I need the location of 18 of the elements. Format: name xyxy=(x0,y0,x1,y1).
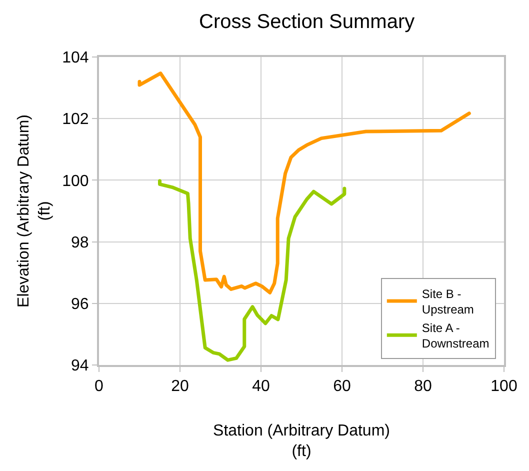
y-tick-label: 98 xyxy=(71,234,89,252)
y-tick-label: 96 xyxy=(71,296,89,313)
x-tick-label: 60 xyxy=(333,378,351,396)
y-tick-label: 94 xyxy=(71,358,89,375)
y-axis-title: Elevation (Arbitrary Datum) (ft) xyxy=(16,114,54,308)
y-tick-label: 104 xyxy=(62,50,89,67)
x-tick-label: 20 xyxy=(171,378,189,396)
x-tick-label: 80 xyxy=(414,378,432,396)
x-tick-label: 0 xyxy=(94,378,104,396)
x-axis-title: Station (Arbitrary Datum) (ft) xyxy=(213,422,390,460)
y-tick-label: 102 xyxy=(62,111,89,128)
y-tick-label: 100 xyxy=(62,172,89,190)
legend-label: Site A - Downstream xyxy=(422,321,490,351)
line-series xyxy=(158,179,346,362)
chart-title: Cross Section Summary xyxy=(199,11,415,34)
x-tick-label: 100 xyxy=(490,378,518,396)
legend-label: Site B - Upstream xyxy=(422,286,474,316)
x-tick-label: 40 xyxy=(252,378,270,396)
